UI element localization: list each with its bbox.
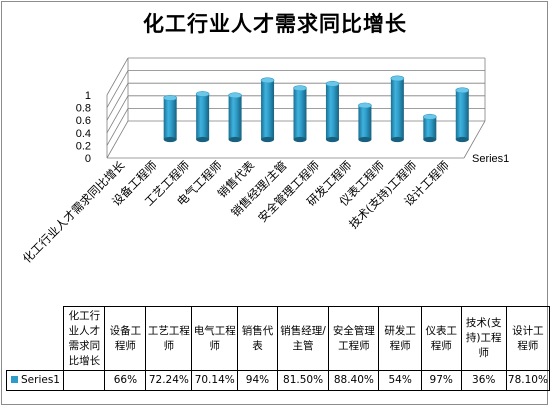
bar-base [196, 136, 210, 143]
data-table-value-cell [63, 370, 106, 391]
y-tick-label: 0.2 [76, 140, 91, 152]
gridline-side [106, 95, 129, 133]
bar [325, 83, 339, 140]
data-table: 化工行业人才需求同比增长 设备工程师 工艺工程师 电气工程师 销售代表 销售经理/主管 安全… [5, 306, 550, 391]
bar-base [455, 136, 469, 143]
data-table-header-cell: 工艺工程师 [145, 306, 193, 371]
bar-base [228, 136, 242, 143]
data-table-value-cell: 94% [237, 370, 278, 391]
bar-top [293, 85, 307, 92]
data-table-value-cell: 66% [104, 370, 147, 391]
bar-base [163, 136, 177, 143]
bar [196, 93, 210, 140]
data-table-header-cell: 技术(支持)工程师 [460, 306, 507, 371]
bar-top [358, 102, 372, 109]
data-table-value-cell: 88.40% [328, 370, 380, 391]
data-table-value-cell: 81.50% [276, 370, 330, 391]
floor-edge [463, 120, 486, 159]
data-table-header-cell: 销售经理/主管 [276, 306, 330, 371]
y-tick-label: 1 [85, 90, 91, 102]
chart-title: 化工行业人才需求同比增长 [143, 11, 407, 36]
gridline-side [106, 120, 129, 159]
bar-top [163, 95, 177, 101]
bar-top [195, 91, 210, 97]
gridline-side [106, 83, 129, 121]
data-table-value-cell: 36% [460, 370, 507, 391]
data-table-value-cell: 78.10% [505, 370, 550, 391]
bar-top [455, 87, 470, 94]
gridline-side [106, 108, 129, 146]
series-depth-label: Series1 [472, 153, 509, 165]
bar [163, 97, 177, 140]
data-table-header-cell: 仪表工程师 [420, 306, 462, 371]
y-tick-label: 0.6 [76, 115, 91, 127]
bar [423, 116, 437, 140]
data-table-header-cell: 电气工程师 [191, 306, 239, 371]
bar-base [390, 136, 404, 143]
data-table-value-cell: 72.24% [145, 370, 193, 391]
bar [455, 90, 469, 140]
data-table-header-row: 化工行业人才需求同比增长 设备工程师 工艺工程师 电气工程师 销售代表 销售经理/主管 安全… [7, 306, 550, 371]
y-tick-label: 0.8 [76, 103, 91, 115]
data-table-corner [7, 307, 64, 371]
data-table-header-cell: 研发工程师 [378, 306, 422, 371]
data-table-header-cell: 设计工程师 [505, 306, 550, 371]
bar-top [423, 113, 437, 120]
data-table-value-cell: 97% [420, 370, 462, 391]
bar-base [325, 136, 339, 143]
bar-top [260, 77, 275, 84]
bar [261, 80, 275, 140]
y-tick-label: 0.4 [76, 128, 91, 140]
data-table-header-cell: 安全管理工程师 [328, 306, 380, 371]
data-table-header-cell: 销售代表 [237, 306, 278, 371]
chart-plot: 00.20.40.60.81Series1化工行业人才需求同比增长设备工程师工艺… [20, 57, 509, 266]
y-tick-label: 0 [85, 153, 91, 165]
bar-base [293, 136, 307, 143]
bar [228, 95, 242, 140]
series-name: Series1 [21, 374, 60, 386]
bar-base [358, 136, 372, 143]
data-table-header-cell: 化工行业人才需求同比增长 [63, 306, 106, 371]
legend-key [11, 376, 18, 383]
data-table-value-cell: 70.14% [191, 370, 239, 391]
bar-top [325, 80, 340, 87]
gridline-side [106, 57, 129, 96]
x-tick-label: 化工行业人才需求同比增长 [20, 158, 128, 266]
data-table-series-cell: Series1 [5, 370, 65, 391]
bar-base [261, 136, 275, 143]
data-table-value-cell: 54% [378, 370, 422, 391]
bar [390, 78, 404, 140]
bar-top [228, 92, 242, 99]
bar-top [390, 75, 405, 82]
bar [293, 88, 307, 140]
bar-base [423, 136, 437, 143]
data-table-header-cell: 设备工程师 [104, 306, 147, 371]
bar [358, 105, 372, 140]
gridline-side [106, 70, 129, 108]
data-table-series-row: Series1 66% 72.24% 70.14% 94% 81.50% 88.40% 54… [5, 370, 550, 391]
